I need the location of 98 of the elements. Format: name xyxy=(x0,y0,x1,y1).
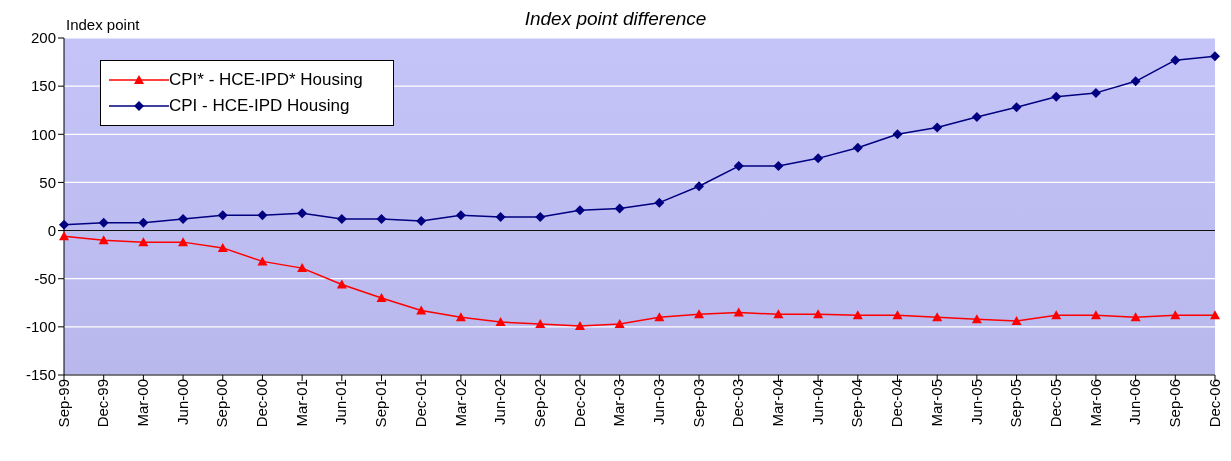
point xyxy=(932,122,943,133)
point xyxy=(257,210,268,221)
point xyxy=(1090,87,1101,98)
point xyxy=(892,129,903,140)
x-tick-label: Mar-03 xyxy=(610,379,628,427)
point xyxy=(1210,51,1220,62)
point xyxy=(455,210,466,221)
x-tick-label: Dec-00 xyxy=(253,379,271,428)
x-tick-label: Dec-05 xyxy=(1046,379,1064,428)
y-axis-title: Index point xyxy=(66,16,140,33)
x-tick-label: Sep-03 xyxy=(689,379,707,428)
x-tick-label: Jun-01 xyxy=(332,379,350,425)
point xyxy=(574,320,585,330)
point xyxy=(138,217,149,228)
point xyxy=(694,181,705,192)
x-tick-label: Dec-99 xyxy=(94,379,112,428)
x-tick-label: Sep-01 xyxy=(372,379,390,428)
y-tick-label: 100 xyxy=(30,125,56,143)
point xyxy=(98,235,109,245)
point xyxy=(654,197,665,208)
x-tick-label: Jun-06 xyxy=(1126,379,1144,425)
y-tick-label: 0 xyxy=(47,221,56,239)
point xyxy=(455,312,466,322)
x-tick-label: Mar-02 xyxy=(451,379,469,427)
point xyxy=(376,214,387,225)
x-tick-label: Dec-02 xyxy=(570,379,588,428)
x-tick-label: Sep-05 xyxy=(1007,379,1025,428)
point xyxy=(495,212,506,223)
point xyxy=(1170,55,1181,66)
point xyxy=(733,307,744,317)
point xyxy=(574,205,585,216)
point xyxy=(98,217,109,228)
point xyxy=(535,318,546,328)
point xyxy=(971,111,982,122)
point xyxy=(1051,91,1062,102)
point xyxy=(217,242,228,252)
x-tick-label: Mar-01 xyxy=(292,379,310,427)
x-tick-label: Dec-01 xyxy=(411,379,429,428)
point xyxy=(971,314,982,324)
y-tick-label: 200 xyxy=(30,29,56,47)
x-tick-label: Dec-06 xyxy=(1205,379,1223,428)
point xyxy=(1130,312,1141,322)
x-tick-label: Sep-99 xyxy=(54,379,72,428)
point xyxy=(297,263,308,273)
point xyxy=(336,214,347,225)
x-tick-label: Sep-04 xyxy=(848,379,866,428)
x-tick-label: Jun-05 xyxy=(967,379,985,425)
x-tick-label: Mar-00 xyxy=(134,379,152,427)
point xyxy=(1090,310,1101,320)
point xyxy=(257,256,268,266)
x-tick-label: Dec-03 xyxy=(729,379,747,428)
x-tick-label: Jun-03 xyxy=(649,379,667,425)
point xyxy=(852,142,863,153)
legend-label: CPI* - HCE-IPD* Housing xyxy=(169,70,363,90)
y-tick-label: 150 xyxy=(30,77,56,95)
point xyxy=(416,215,427,226)
x-tick-label: Jun-04 xyxy=(808,379,826,425)
x-tick-label: Dec-04 xyxy=(888,379,906,428)
point xyxy=(614,203,625,214)
point xyxy=(1011,316,1022,326)
point xyxy=(535,212,546,223)
point xyxy=(138,237,149,247)
x-tick-label: Mar-04 xyxy=(769,379,787,427)
y-tick-label: -50 xyxy=(34,270,56,288)
point xyxy=(694,309,705,319)
x-tick-label: Mar-05 xyxy=(927,379,945,427)
point xyxy=(733,161,744,172)
x-tick-label: Sep-00 xyxy=(213,379,231,428)
point xyxy=(1170,310,1181,320)
point xyxy=(297,208,308,219)
y-tick-label: -100 xyxy=(25,318,56,336)
chart-title: Index point difference xyxy=(524,8,707,29)
point xyxy=(376,292,387,302)
point xyxy=(773,161,784,172)
point xyxy=(1051,310,1062,320)
point xyxy=(1011,102,1022,113)
point xyxy=(654,312,665,322)
point xyxy=(813,309,824,319)
x-tick-label: Sep-02 xyxy=(530,379,548,428)
point xyxy=(614,318,625,328)
point xyxy=(178,214,189,225)
legend-label: CPI - HCE-IPD Housing xyxy=(169,96,350,116)
point xyxy=(495,317,506,327)
point xyxy=(1210,310,1220,320)
x-tick-label: Sep-06 xyxy=(1165,379,1183,428)
x-tick-label: Jun-00 xyxy=(173,379,191,425)
point xyxy=(178,237,189,247)
y-tick-label: -150 xyxy=(25,366,56,384)
x-tick-label: Mar-06 xyxy=(1086,379,1104,427)
point xyxy=(813,153,824,164)
point xyxy=(932,312,943,322)
x-tick-label: Jun-02 xyxy=(491,379,509,425)
point xyxy=(773,309,784,319)
point xyxy=(892,310,903,320)
point xyxy=(1130,76,1141,87)
point xyxy=(852,310,863,320)
y-tick-label: 50 xyxy=(39,173,56,191)
point xyxy=(217,210,228,221)
